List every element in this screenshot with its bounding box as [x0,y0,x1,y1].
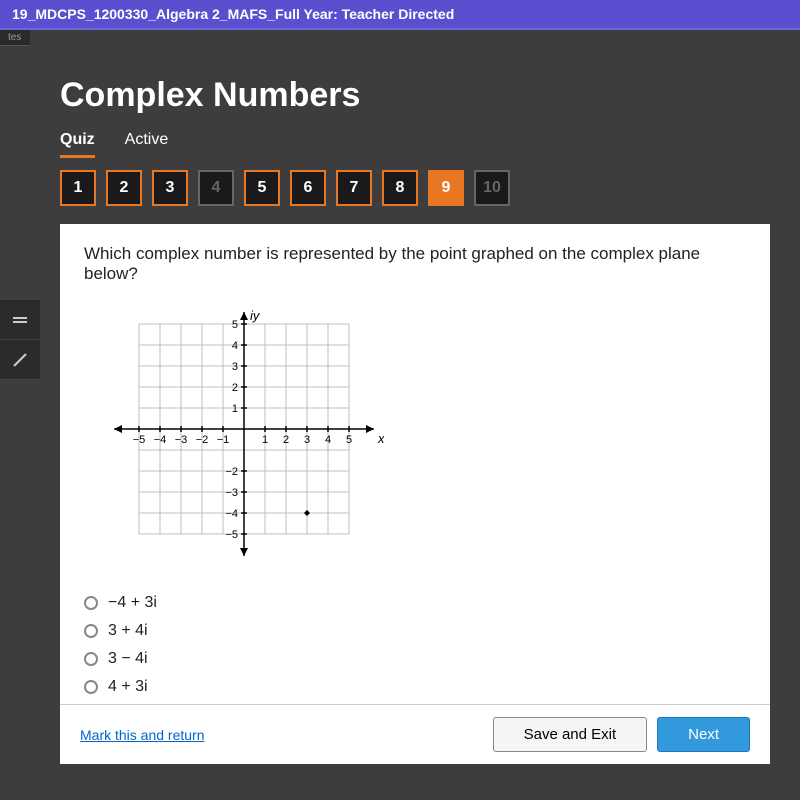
option-d[interactable]: 4 + 3i [84,673,746,701]
option-b[interactable]: 3 + 4i [84,617,746,645]
option-a[interactable]: −4 + 3i [84,589,746,617]
qnav-2[interactable]: 2 [106,170,142,206]
answer-options: −4 + 3i 3 + 4i 3 − 4i 4 + 3i [84,589,746,701]
content-footer: Mark this and return Save and Exit Next [60,704,770,764]
svg-text:1: 1 [232,403,238,415]
course-title: 19_MDCPS_1200330_Algebra 2_MAFS_Full Yea… [12,6,454,22]
browser-tab-stub: tes [0,30,30,46]
next-button[interactable]: Next [657,717,750,752]
tab-active[interactable]: Active [125,125,169,158]
qnav-1[interactable]: 1 [60,170,96,206]
svg-text:2: 2 [232,382,238,394]
svg-text:−3: −3 [225,487,238,499]
option-label: 3 − 4i [108,650,148,668]
svg-text:−5: −5 [133,434,146,446]
main-panel: Complex Numbers Quiz Active 1 2 3 4 5 6 … [0,46,800,764]
radio-icon [84,596,98,610]
svg-text:5: 5 [232,319,238,331]
tool-icon-2[interactable] [0,340,40,380]
option-label: 3 + 4i [108,622,148,640]
svg-text:4: 4 [325,434,331,446]
qnav-3[interactable]: 3 [152,170,188,206]
option-label: 4 + 3i [108,678,148,696]
svg-text:2: 2 [283,434,289,446]
svg-text:5: 5 [346,434,352,446]
complex-plane-graph: −5 −4 −3 −2 −1 1 2 3 4 5 −5 −4 −3 −2 1 2 3 4 5 x iy [104,304,746,569]
question-content: Which complex number is represented by t… [60,224,770,764]
qnav-7[interactable]: 7 [336,170,372,206]
save-exit-button[interactable]: Save and Exit [493,717,648,752]
svg-text:4: 4 [232,340,238,352]
qnav-6[interactable]: 6 [290,170,326,206]
qnav-5[interactable]: 5 [244,170,280,206]
tool-icon-1[interactable] [0,300,40,340]
radio-icon [84,624,98,638]
qnav-4[interactable]: 4 [198,170,234,206]
svg-text:−2: −2 [225,466,238,478]
radio-icon [84,652,98,666]
question-nav: 1 2 3 4 5 6 7 8 9 10 [60,170,770,206]
side-toolbar [0,300,40,380]
svg-text:iy: iy [250,308,261,323]
mark-return-link[interactable]: Mark this and return [80,727,205,743]
question-text: Which complex number is represented by t… [84,244,746,284]
page-title: Complex Numbers [60,76,770,115]
svg-text:3: 3 [304,434,310,446]
tab-bar: Quiz Active [60,125,770,158]
svg-text:−4: −4 [225,508,238,520]
qnav-9[interactable]: 9 [428,170,464,206]
svg-text:−3: −3 [175,434,188,446]
svg-text:3: 3 [232,361,238,373]
svg-text:−2: −2 [196,434,209,446]
svg-text:−4: −4 [154,434,167,446]
svg-text:−5: −5 [225,529,238,541]
qnav-8[interactable]: 8 [382,170,418,206]
radio-icon [84,680,98,694]
option-c[interactable]: 3 − 4i [84,645,746,673]
svg-text:−1: −1 [217,434,230,446]
svg-text:x: x [377,431,384,446]
option-label: −4 + 3i [108,594,157,612]
qnav-10[interactable]: 10 [474,170,510,206]
graph-svg: −5 −4 −3 −2 −1 1 2 3 4 5 −5 −4 −3 −2 1 2 3 4 5 x iy [104,304,384,564]
svg-text:1: 1 [262,434,268,446]
footer-buttons: Save and Exit Next [493,717,750,752]
tab-quiz[interactable]: Quiz [60,125,95,158]
browser-title-bar: 19_MDCPS_1200330_Algebra 2_MAFS_Full Yea… [0,0,800,30]
